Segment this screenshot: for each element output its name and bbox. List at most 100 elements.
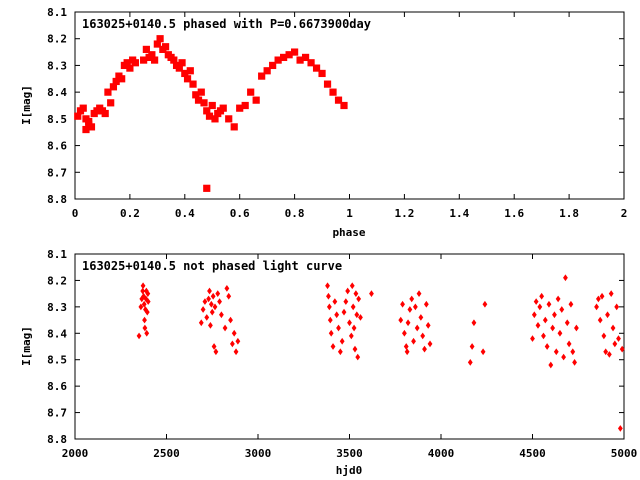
data-point <box>405 319 411 327</box>
data-point <box>326 292 331 300</box>
data-point <box>353 290 359 298</box>
data-point <box>409 295 415 303</box>
data-point <box>226 292 232 300</box>
data-point <box>553 348 559 356</box>
y-tick-label: 8.7 <box>47 407 67 420</box>
data-point <box>198 319 204 327</box>
y-tick-label: 8.5 <box>47 113 67 126</box>
data-point <box>326 303 332 311</box>
data-point <box>564 319 570 327</box>
data-point <box>126 64 134 72</box>
x-tick-label: 2500 <box>153 447 180 460</box>
data-point <box>211 343 217 350</box>
data-point <box>144 308 150 316</box>
data-point <box>339 337 345 345</box>
chart-title: 163025+0140.5 not phased light curve <box>82 259 342 273</box>
x-tick-label: 4000 <box>428 447 455 460</box>
data-point <box>411 337 416 345</box>
data-point <box>561 353 567 361</box>
data-point <box>131 59 139 67</box>
data-point <box>263 67 271 75</box>
data-point <box>557 329 563 337</box>
data-point <box>348 332 354 340</box>
data-point <box>427 340 433 348</box>
x-tick-label: 2000 <box>62 447 89 460</box>
data-point <box>480 348 486 356</box>
data-point <box>156 35 164 43</box>
data-point <box>356 295 362 303</box>
data-point <box>351 324 357 332</box>
data-point <box>145 298 151 305</box>
data-point <box>535 321 541 329</box>
data-point <box>403 343 409 350</box>
data-point <box>603 348 609 356</box>
data-point <box>181 69 189 78</box>
data-point <box>143 295 149 303</box>
data-point <box>85 117 93 126</box>
data-point <box>104 88 112 96</box>
data-point <box>112 77 120 86</box>
data-point <box>230 123 238 131</box>
data-point <box>594 303 599 311</box>
data-point <box>206 295 211 303</box>
data-point <box>341 308 347 316</box>
data-point <box>612 340 618 348</box>
data-point <box>312 64 321 72</box>
data-point <box>118 75 126 83</box>
data-point <box>422 345 427 353</box>
data-point <box>605 311 610 319</box>
data-point <box>274 56 282 64</box>
y-tick-label: 8.2 <box>47 274 67 287</box>
data-point <box>153 40 161 48</box>
x-tick-label: 1 <box>346 207 353 220</box>
data-point <box>550 324 556 332</box>
data-point <box>252 96 260 104</box>
x-tick-label: 3000 <box>245 447 272 460</box>
data-point <box>530 335 535 342</box>
data-point <box>107 99 115 107</box>
data-point <box>595 295 601 303</box>
data-point <box>219 104 227 112</box>
data-point <box>217 298 222 305</box>
data-point <box>140 282 146 290</box>
data-point <box>205 112 214 120</box>
data-point <box>614 303 620 311</box>
data-point <box>425 321 431 329</box>
data-point <box>79 104 87 112</box>
data-point <box>236 104 244 112</box>
data-point <box>563 274 568 282</box>
data-point <box>350 303 356 311</box>
data-point <box>412 303 418 311</box>
data-point <box>247 88 255 96</box>
data-point <box>291 48 299 56</box>
data-point <box>296 56 304 64</box>
data-point <box>210 292 216 300</box>
data-point <box>87 123 96 131</box>
y-tick-label: 8.4 <box>47 86 67 99</box>
data-point <box>258 72 266 80</box>
unphased-plot-panel: 163025+0140.5 not phased light curve hjd… <box>20 248 637 477</box>
data-point <box>285 51 293 59</box>
chart-title: 163025+0140.5 phased with P=0.6673900day <box>82 17 371 31</box>
data-point <box>142 316 147 324</box>
y-tick-label: 8.8 <box>47 193 67 206</box>
data-point <box>352 345 358 353</box>
data-point <box>407 306 413 313</box>
data-point <box>138 303 144 311</box>
data-point <box>552 311 557 319</box>
data-point <box>123 59 131 67</box>
data-point <box>204 314 210 321</box>
data-point <box>330 343 336 350</box>
data-point <box>606 351 612 358</box>
data-point <box>482 300 488 308</box>
data-point <box>418 314 424 321</box>
data-point <box>136 332 142 340</box>
data-point <box>144 329 150 337</box>
data-point <box>574 324 579 332</box>
data-point <box>211 115 219 123</box>
data-point <box>334 311 340 319</box>
y-axis-label: I[mag] <box>20 326 33 366</box>
x-tick-label: 4500 <box>519 447 546 460</box>
data-point <box>423 300 429 308</box>
data-point <box>420 332 426 340</box>
